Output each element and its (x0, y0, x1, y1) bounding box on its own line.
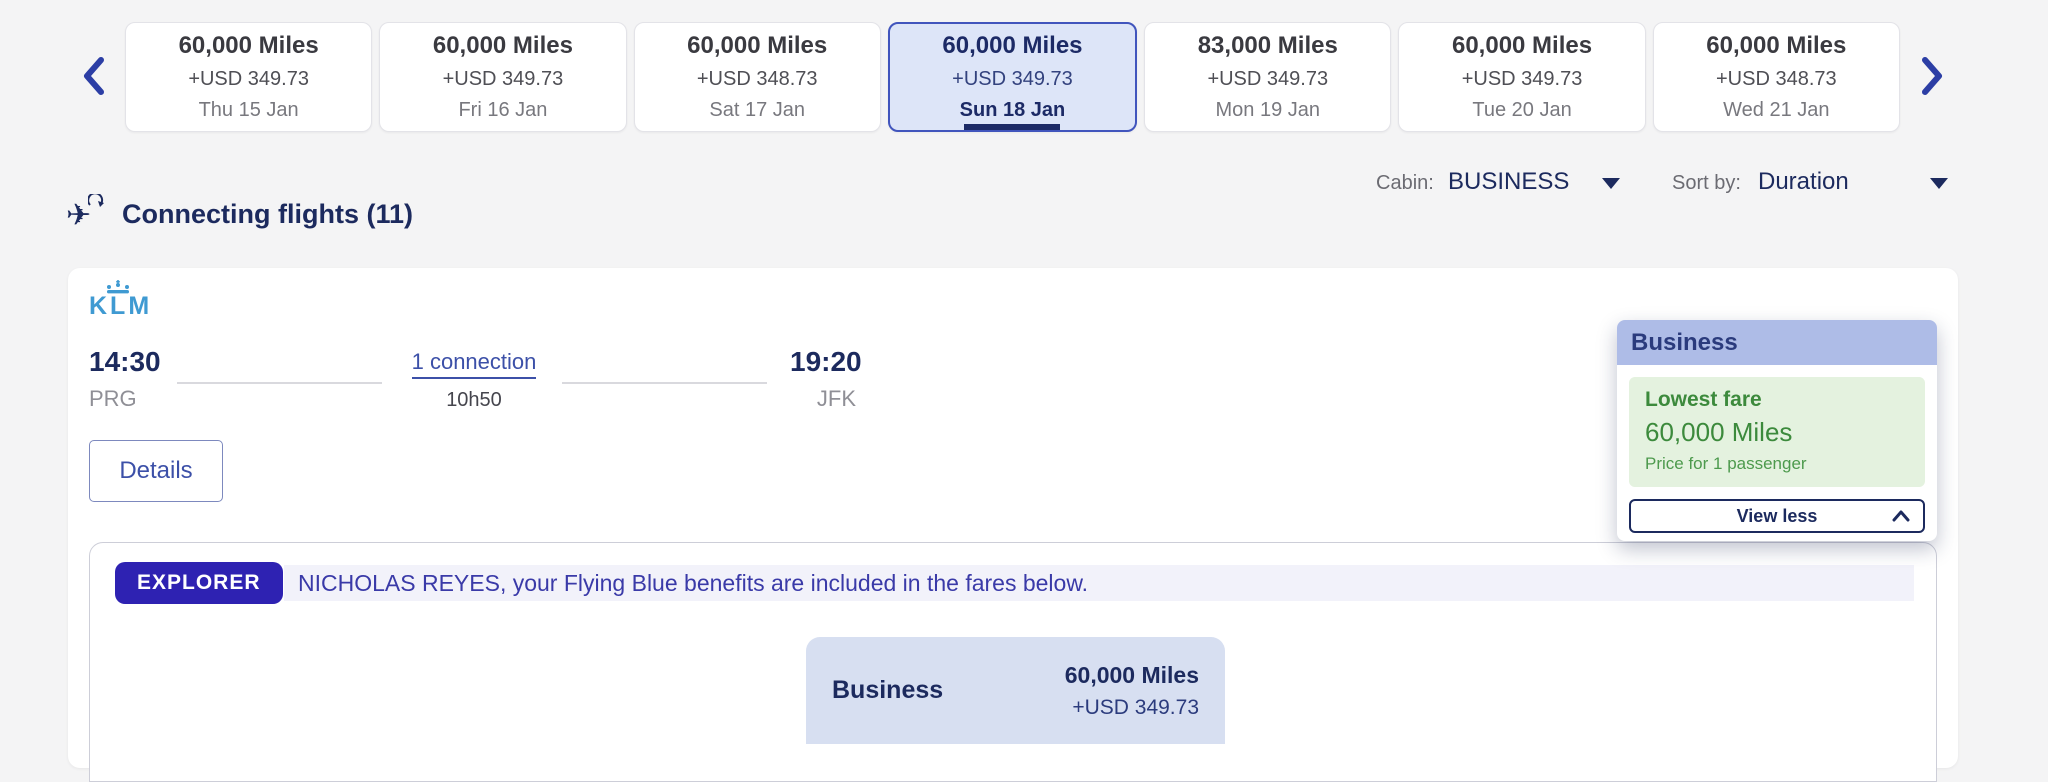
fare-summary-panel: Business Lowest fare 60,000 Miles Price … (1617, 320, 1937, 541)
lowest-fare-box: Lowest fare 60,000 Miles Price for 1 pas… (1629, 377, 1925, 487)
klm-crown-icon (107, 280, 129, 294)
benefits-message: NICHOLAS REYES, your Flying Blue benefit… (298, 570, 1089, 596)
airline-logo: KLM (89, 280, 169, 319)
sort-selected-value: Duration (1758, 168, 1849, 195)
chevron-left-icon (84, 56, 104, 95)
arrival-block: 19:20 JFK (790, 346, 862, 412)
date-card-date: Sun 18 Jan (959, 99, 1066, 121)
lowest-fare-label: Lowest fare (1645, 388, 1762, 411)
date-card[interactable]: 60,000 Miles +USD 349.73 Tue 20 Jan (1398, 22, 1646, 132)
view-less-label: View less (1736, 505, 1818, 526)
previous-dates-button[interactable] (78, 55, 108, 99)
cabin-selected-value: BUSINESS (1448, 168, 1570, 195)
date-card[interactable]: 83,000 Miles +USD 349.73 Mon 19 Jan (1144, 22, 1392, 132)
date-card[interactable]: 60,000 Miles +USD 349.73 Sun 18 Jan (887, 22, 1138, 132)
date-card-date: Mon 19 Jan (1215, 99, 1321, 121)
view-less-button[interactable]: View less (1629, 499, 1925, 533)
departure-airport: PRG (89, 386, 137, 411)
lowest-fare-passenger-note: Price for 1 passenger (1645, 454, 1807, 473)
date-card-date: Thu 15 Jan (198, 99, 299, 121)
chevron-right-icon (1922, 56, 1942, 95)
connection-link[interactable]: 1 connection (411, 349, 537, 379)
date-card-miles: 60,000 Miles (1706, 32, 1847, 59)
fare-panel-cabin-header: Business (1617, 320, 1937, 365)
date-card-taxes: +USD 348.73 (696, 68, 818, 90)
connecting-flights-icon: ✈ (66, 194, 110, 232)
selected-date-indicator (964, 124, 1061, 130)
caret-down-icon (1602, 178, 1620, 189)
arrival-time: 19:20 (790, 346, 862, 377)
fare-tab-taxes: +USD 349.73 (1072, 695, 1199, 719)
arrival-airport: JFK (816, 386, 856, 411)
benefits-strip: NICHOLAS REYES, your Flying Blue benefit… (284, 565, 1914, 601)
date-card-taxes: +USD 349.73 (442, 68, 564, 90)
departure-block: 14:30 PRG (89, 346, 161, 412)
date-card-taxes: +USD 349.73 (952, 68, 1073, 90)
date-card-date: Tue 20 Jan (1472, 99, 1572, 121)
date-card-miles: 60,000 Miles (687, 32, 828, 59)
date-card-taxes: +USD 348.73 (1716, 68, 1837, 90)
cabin-select[interactable]: BUSINESS (1448, 164, 1620, 200)
departure-time: 14:30 (89, 346, 161, 377)
details-button[interactable]: Details (89, 440, 223, 502)
fare-tab-price: 60,000 Miles +USD 349.73 (1065, 662, 1199, 720)
fare-tab-cabin-label: Business (832, 676, 944, 704)
date-card-miles: 60,000 Miles (178, 32, 319, 59)
date-card-taxes: +USD 349.73 (188, 68, 309, 90)
lowest-fare-miles: 60,000 Miles (1645, 417, 1793, 447)
date-card-miles: 60,000 Miles (1451, 32, 1593, 59)
caret-down-icon (1930, 178, 1948, 189)
date-card-miles: 83,000 Miles (1197, 32, 1338, 59)
date-card-date: Wed 21 Jan (1723, 99, 1830, 121)
date-card-date: Fri 16 Jan (458, 99, 548, 121)
next-dates-button[interactable] (1918, 55, 1948, 99)
chevron-up-icon (1892, 510, 1910, 522)
connection-block: 1 connection 10h50 (388, 349, 560, 412)
date-card[interactable]: 60,000 Miles +USD 349.73 Thu 15 Jan (125, 22, 373, 132)
results-heading: ✈ Connecting flights (11) (66, 194, 414, 232)
date-card[interactable]: 60,000 Miles +USD 348.73 Sat 17 Jan (633, 22, 881, 132)
sort-select[interactable]: Duration (1758, 164, 1948, 200)
sort-filter-label: Sort by: (1672, 172, 1741, 194)
date-card-miles: 60,000 Miles (942, 32, 1083, 59)
results-title: Connecting flights (11) (122, 198, 414, 229)
route-line (562, 382, 767, 384)
date-card-taxes: +USD 349.73 (1207, 68, 1329, 90)
explorer-tier-badge: EXPLORER (115, 562, 283, 604)
fare-tab-business[interactable]: Business 60,000 Miles +USD 349.73 (806, 637, 1225, 744)
date-card-taxes: +USD 349.73 (1461, 68, 1583, 90)
benefits-box: EXPLORER NICHOLAS REYES, your Flying Blu… (89, 542, 1937, 782)
cabin-filter-label: Cabin: (1376, 172, 1434, 194)
date-card[interactable]: 60,000 Miles +USD 349.73 Fri 16 Jan (379, 22, 627, 132)
fare-tab-miles: 60,000 Miles (1064, 661, 1199, 688)
route-line (177, 382, 382, 384)
date-card-miles: 60,000 Miles (432, 32, 573, 59)
airline-name: KLM (89, 292, 153, 320)
total-duration: 10h50 (446, 389, 502, 411)
date-card[interactable]: 60,000 Miles +USD 348.73 Wed 21 Jan (1652, 22, 1900, 132)
date-card-date: Sat 17 Jan (709, 99, 806, 121)
date-card-list: 60,000 Miles +USD 349.73 Thu 15 Jan 60,0… (125, 22, 1900, 132)
